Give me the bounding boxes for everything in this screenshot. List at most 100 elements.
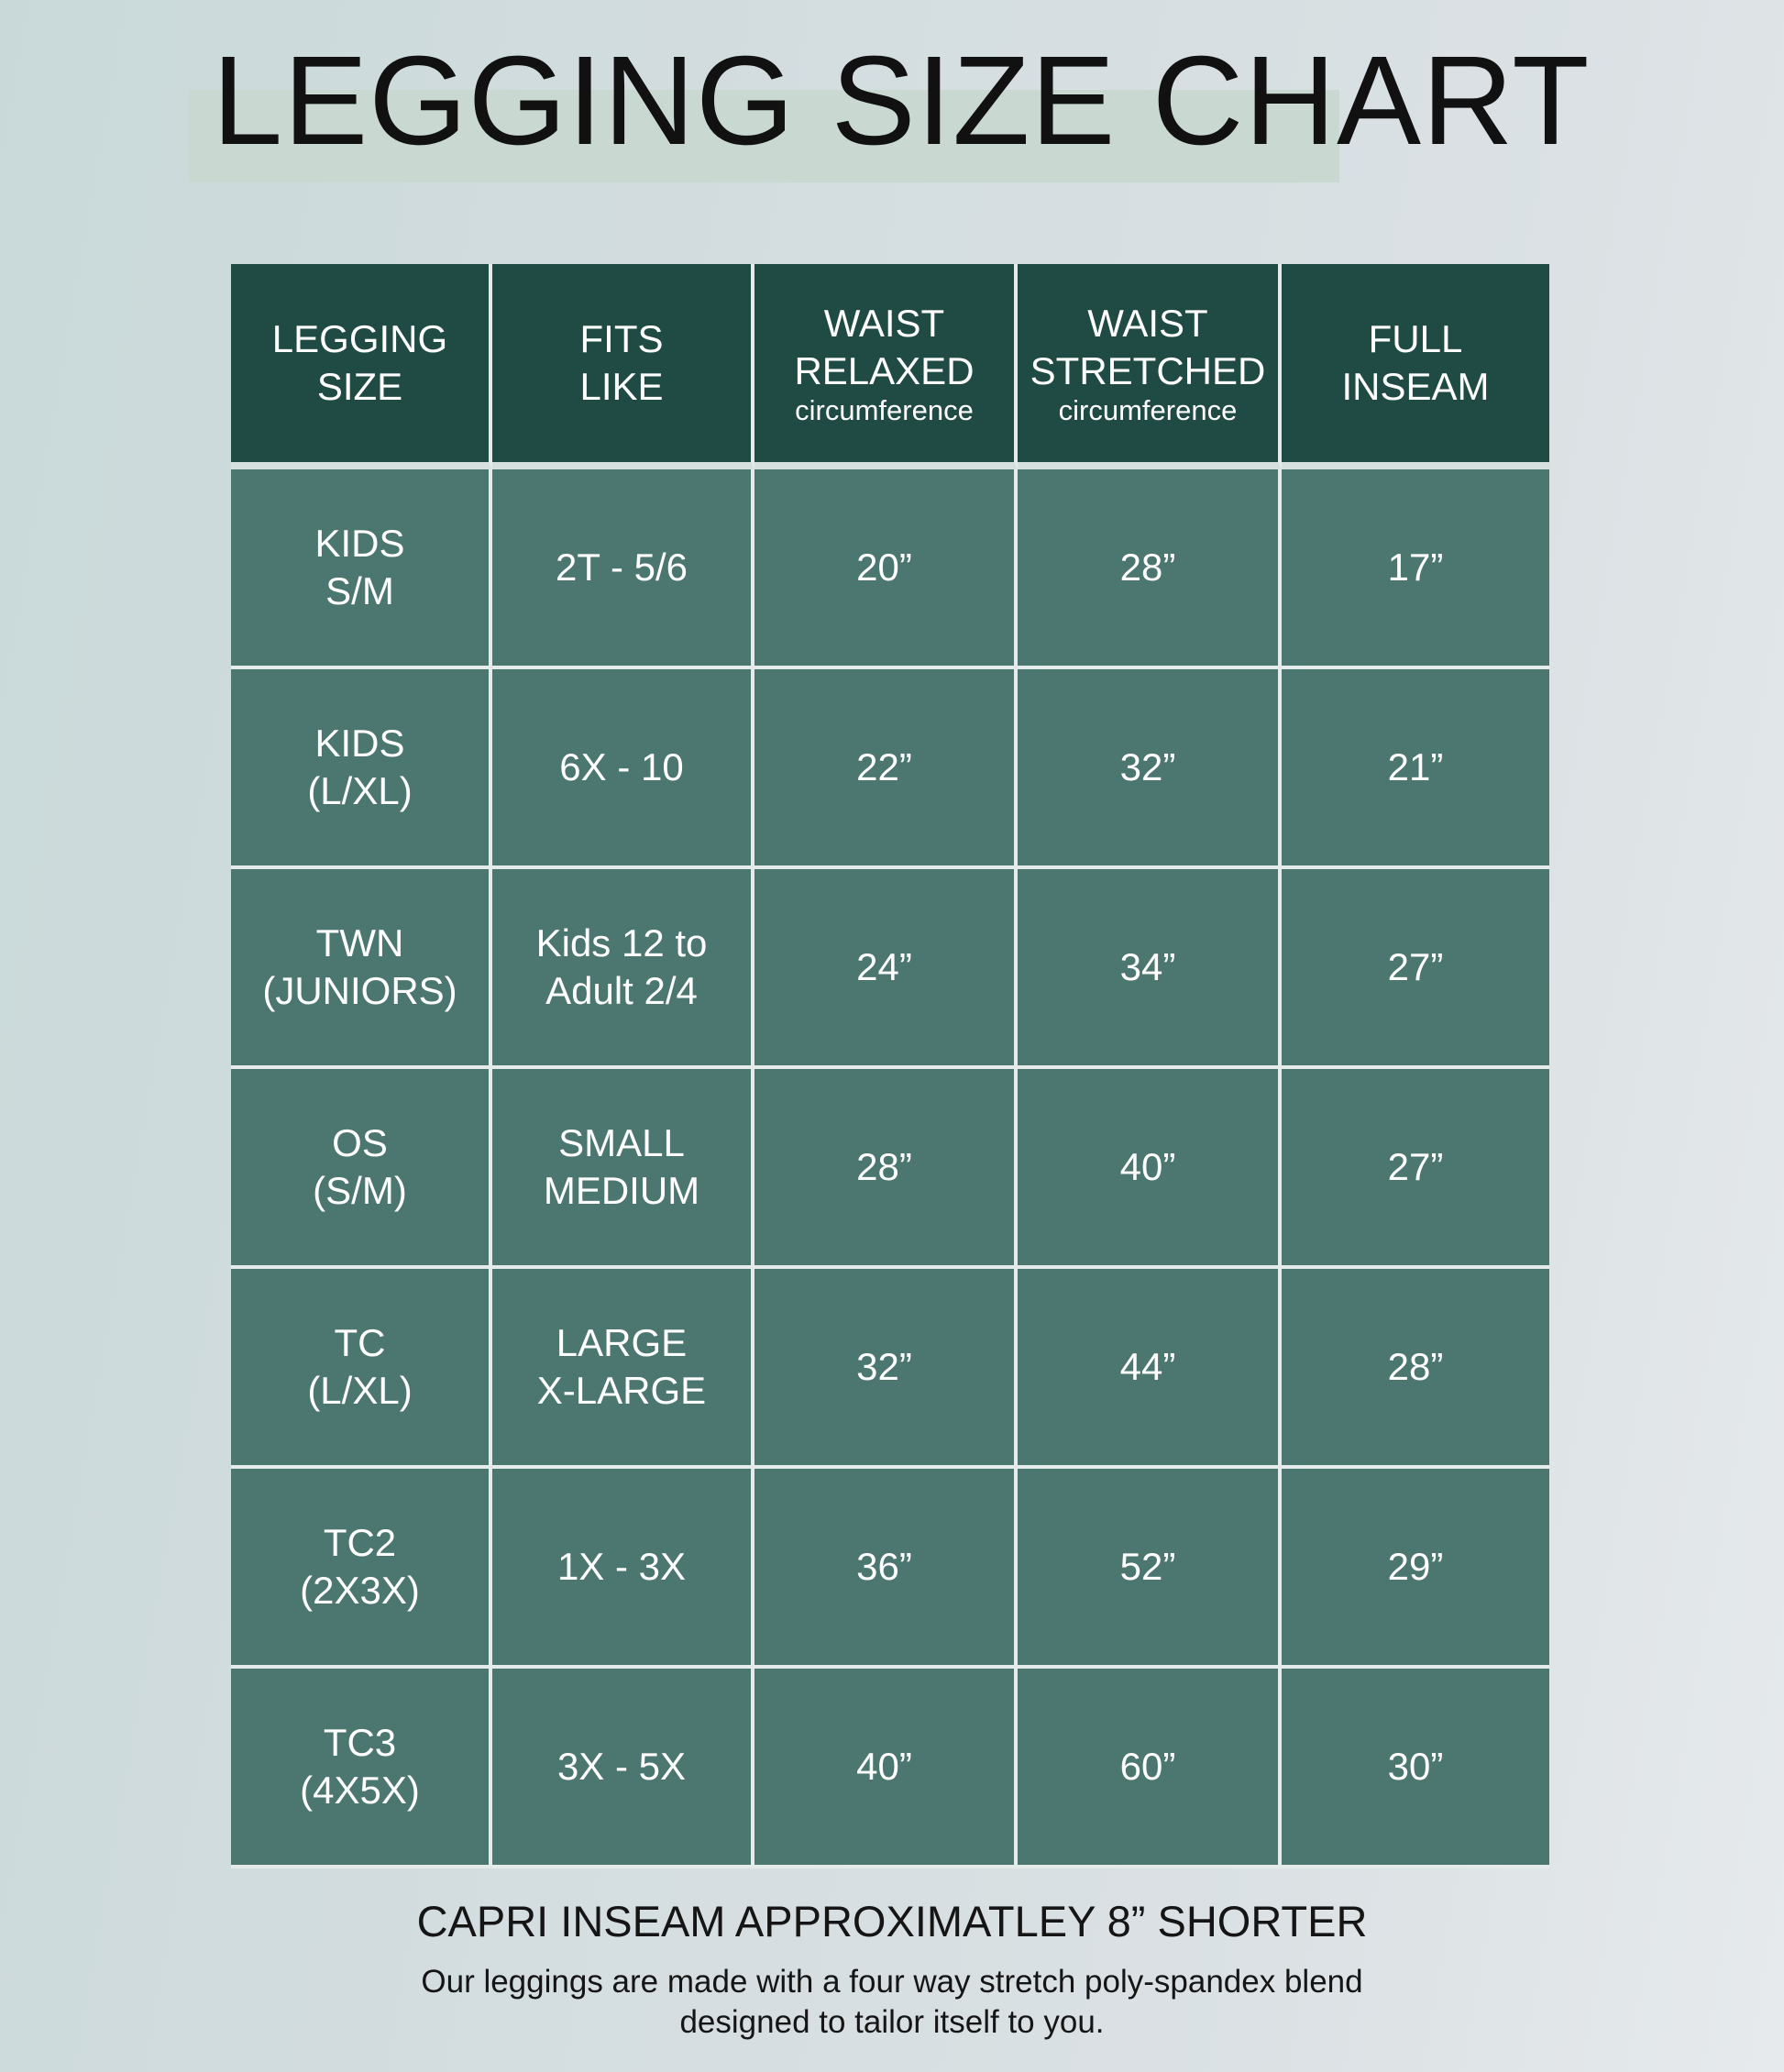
relaxed-cell: 36”	[754, 1469, 1018, 1669]
column-header: FITS LIKE	[492, 264, 754, 469]
relaxed-cell: 28”	[754, 1069, 1018, 1269]
relaxed-cell: 20”	[754, 469, 1018, 669]
fits-like-cell: LARGE X-LARGE	[492, 1269, 754, 1469]
size-cell: KIDS S/M	[231, 469, 492, 669]
fits-like-label: 2T - 5/6	[556, 546, 688, 589]
header-label: RELAXED	[794, 349, 975, 392]
size-label: OS	[332, 1121, 388, 1164]
size-label: TC3	[323, 1721, 397, 1764]
inseam-cell: 21”	[1282, 669, 1549, 869]
relaxed-cell: 22”	[754, 669, 1018, 869]
size-label: (4X5X)	[300, 1769, 420, 1812]
fits-like-label: MEDIUM	[543, 1169, 700, 1212]
relaxed-cell: 40”	[754, 1669, 1018, 1868]
size-label: TWN	[315, 921, 404, 964]
inseam-cell: 30”	[1282, 1669, 1549, 1868]
size-table: LEGGING SIZE FITS LIKE WAIST RELAXED circumfer…	[231, 264, 1549, 1868]
fits-like-label: 6X - 10	[559, 745, 684, 788]
relaxed-value: 40”	[856, 1745, 912, 1788]
column-header: LEGGING SIZE	[231, 264, 492, 469]
inseam-cell: 17”	[1282, 469, 1549, 669]
fits-like-cell: Kids 12 to Adult 2/4	[492, 869, 754, 1069]
stretched-cell: 44”	[1018, 1269, 1282, 1469]
inseam-cell: 28”	[1282, 1269, 1549, 1469]
relaxed-value: 24”	[856, 945, 912, 988]
size-cell: KIDS (L/XL)	[231, 669, 492, 869]
inseam-value: 21”	[1387, 745, 1444, 788]
inseam-value: 28”	[1387, 1345, 1444, 1388]
stretched-cell: 28”	[1018, 469, 1282, 669]
fits-like-label: Kids 12 to	[535, 921, 708, 964]
stretched-value: 34”	[1119, 945, 1176, 988]
size-cell: TC3 (4X5X)	[231, 1669, 492, 1868]
column-header: WAIST RELAXED circumference	[754, 264, 1018, 469]
fits-like-cell: 3X - 5X	[492, 1669, 754, 1868]
fits-like-label: X-LARGE	[536, 1369, 707, 1412]
header-label: STRETCHED	[1030, 349, 1266, 392]
stretched-cell: 52”	[1018, 1469, 1282, 1669]
relaxed-cell: 32”	[754, 1269, 1018, 1469]
header-label: FITS	[579, 317, 664, 360]
size-cell: OS (S/M)	[231, 1069, 492, 1269]
size-label: (S/M)	[313, 1169, 407, 1212]
header-label: INSEAM	[1341, 365, 1490, 408]
header-label: SIZE	[316, 365, 403, 408]
size-label: TC2	[323, 1521, 397, 1564]
page-title: LEGGING SIZE CHART	[212, 30, 1591, 171]
inseam-value: 17”	[1387, 546, 1444, 589]
relaxed-cell: 24”	[754, 869, 1018, 1069]
stretched-value: 32”	[1119, 745, 1176, 788]
fits-like-label: LARGE	[556, 1321, 688, 1364]
description-line: Our leggings are made with a four way st…	[421, 1964, 1363, 2000]
size-label: (L/XL)	[307, 1369, 413, 1412]
size-label: (2X3X)	[300, 1569, 420, 1612]
inseam-value: 27”	[1387, 1145, 1444, 1188]
header-label: LIKE	[579, 365, 664, 408]
fits-like-cell: SMALL MEDIUM	[492, 1069, 754, 1269]
inseam-cell: 27”	[1282, 1069, 1549, 1269]
fits-like-label: 3X - 5X	[556, 1745, 687, 1788]
column-header: FULL INSEAM	[1282, 264, 1549, 469]
relaxed-value: 32”	[856, 1345, 912, 1388]
relaxed-value: 22”	[856, 745, 912, 788]
stretched-cell: 40”	[1018, 1069, 1282, 1269]
size-cell: TC2 (2X3X)	[231, 1469, 492, 1669]
relaxed-value: 20”	[856, 546, 912, 589]
size-cell: TWN (JUNIORS)	[231, 869, 492, 1069]
stretched-value: 60”	[1119, 1745, 1176, 1788]
stretched-cell: 34”	[1018, 869, 1282, 1069]
size-label: TC	[334, 1321, 386, 1364]
size-label: KIDS	[314, 522, 405, 565]
stretched-cell: 32”	[1018, 669, 1282, 869]
fits-like-label: 1X - 3X	[556, 1545, 687, 1588]
size-label: (JUNIORS)	[262, 969, 457, 1012]
stretched-value: 44”	[1119, 1345, 1176, 1388]
fabric-description: Our leggings are made with a four way st…	[0, 1962, 1784, 2043]
size-label: KIDS	[314, 722, 405, 765]
header-label: WAIST	[823, 302, 945, 345]
inseam-value: 27”	[1387, 945, 1444, 988]
stretched-cell: 60”	[1018, 1669, 1282, 1868]
stretched-value: 40”	[1119, 1145, 1176, 1188]
header-label: LEGGING	[271, 317, 448, 360]
description-line: designed to tailor itself to you.	[679, 2004, 1105, 2040]
fits-like-label: SMALL	[558, 1121, 685, 1164]
inseam-cell: 29”	[1282, 1469, 1549, 1669]
capri-note: CAPRI INSEAM APPROXIMATLEY 8” SHORTER	[416, 1897, 1368, 1945]
fits-like-cell: 1X - 3X	[492, 1469, 754, 1669]
title-highlight	[189, 90, 1339, 182]
size-cell: TC (L/XL)	[231, 1269, 492, 1469]
size-label: S/M	[325, 569, 394, 612]
size-label: (L/XL)	[307, 769, 413, 812]
fits-like-label: Adult 2/4	[545, 969, 698, 1012]
fits-like-cell: 2T - 5/6	[492, 469, 754, 669]
relaxed-value: 36”	[856, 1545, 912, 1588]
header-sublabel: circumference	[1058, 394, 1238, 426]
inseam-value: 30”	[1387, 1745, 1444, 1788]
header-sublabel: circumference	[795, 394, 974, 426]
inseam-value: 29”	[1387, 1545, 1444, 1588]
stretched-value: 52”	[1119, 1545, 1176, 1588]
stretched-value: 28”	[1119, 546, 1176, 589]
fits-like-cell: 6X - 10	[492, 669, 754, 869]
header-label: WAIST	[1087, 302, 1208, 345]
